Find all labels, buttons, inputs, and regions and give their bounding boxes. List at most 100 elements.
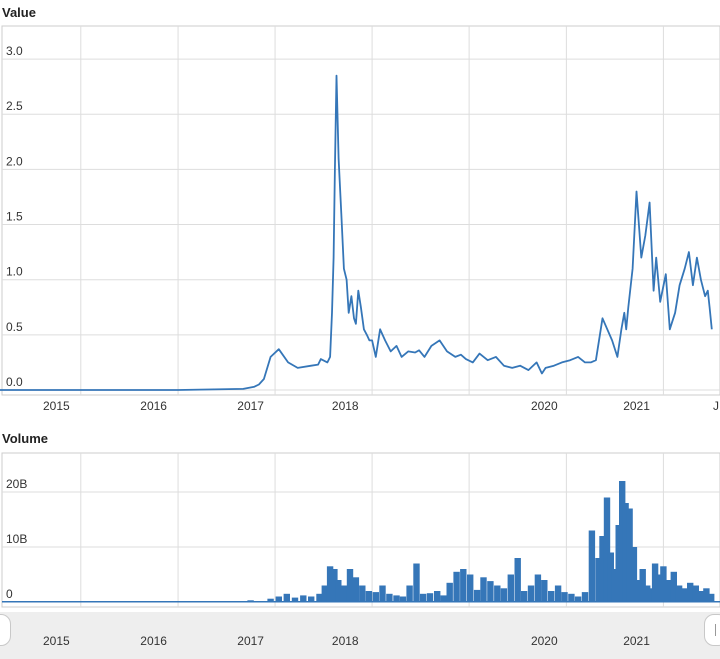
value-y-tick-label: 2.0 [6,154,23,168]
volume-bar [340,585,348,602]
volume-bar [291,597,299,602]
volume-bar [460,569,467,602]
volume-bar [406,585,413,602]
volume-bar [372,592,379,602]
volume-bar [500,588,508,603]
volume-bar [247,600,254,602]
value-y-tick-label: 1.5 [6,210,23,224]
value-y-tick-label: 1.0 [6,265,23,279]
volume-bar [326,566,334,603]
volume-panel-title: Volume [2,431,48,446]
volume-x-tick-label: 2015 [43,634,70,648]
volume-bar [440,595,447,602]
volume-bar [426,593,434,602]
volume-bar [681,588,688,603]
volume-x-tick-label: 2018 [332,634,359,648]
value-x-tick-label: 2015 [43,399,70,410]
volume-bar [467,574,474,602]
volume-x-tick-label: 2020 [531,634,558,648]
volume-bar [335,580,342,602]
volume-bar [346,569,354,602]
volume-x-tick-label: 2016 [140,634,167,648]
navigator-bar[interactable] [0,612,720,659]
volume-bar [541,580,548,602]
value-x-tick-label: 2017 [237,399,264,410]
volume-bar [487,581,494,602]
volume-bar [413,563,420,602]
volume-bar [275,596,282,602]
volume-bar [708,593,715,603]
value-x-tick-label: J [713,399,719,410]
volume-bar [379,585,386,602]
volume-bar [446,582,453,603]
volume-bar [655,574,663,602]
volume-bar [692,585,699,602]
volume-bar [599,536,606,602]
volume-x-tick-label: 2017 [237,634,264,648]
volume-bar [554,585,562,602]
navigator-left-handle[interactable] [0,614,11,646]
volume-bar [321,585,328,602]
volume-bar [574,596,582,602]
volume-bar [386,593,393,603]
volume-bar [675,585,683,602]
volume-bar [308,596,315,602]
value-series-line [0,74,713,391]
value-x-tick-label: 2020 [531,399,558,410]
volume-bar [603,497,611,602]
volume-bar [660,566,667,603]
volume-bar [352,577,360,603]
volume-bar [634,580,642,602]
volume-bar [622,503,629,602]
volume-y-tick-label: 20B [6,477,27,491]
volume-bar [647,588,655,603]
volume-plot-border [1,452,720,608]
volume-bar [611,569,619,602]
volume-bar [267,598,274,602]
volume-bar [619,481,626,602]
volume-bar [507,574,514,602]
volume-bar [581,592,589,602]
volume-y-tick-label: 10B [6,532,27,546]
value-plot-border [1,25,720,396]
value-x-tick-label: 2018 [332,399,359,410]
value-y-tick-label: 0.0 [6,375,23,389]
volume-bar [639,569,646,602]
volume-bar [359,585,366,602]
volume-bar [607,552,614,602]
volume-bar [644,585,651,602]
volume-bar [520,591,528,602]
volume-bar [399,596,407,602]
volume-bar [419,593,427,603]
volume-bar [548,591,555,602]
volume-bar [595,558,602,602]
value-x-tick-label: 2016 [140,399,167,410]
volume-bar [651,563,659,602]
volume-bar [283,593,290,603]
volume-bar [615,525,622,602]
volume-bar [473,589,481,602]
volume-bar [626,508,633,602]
value-y-tick-label: 0.5 [6,320,23,334]
volume-bar [670,571,677,603]
volume-bar [588,530,596,602]
value-y-tick-label: 2.5 [6,99,23,113]
value-y-tick-label: 3.0 [6,44,23,58]
value-x-tick-label: 2021 [623,399,650,410]
volume-bar [453,571,460,603]
volume-bar [434,591,441,602]
value-panel-title: Value [2,5,36,20]
navigator-right-handle[interactable] [704,614,720,646]
volume-bar [568,593,575,603]
volume-bar [365,591,373,602]
volume-bar [630,547,638,602]
value-chart: 0.0 0.5 1.0 1.5 2.0 2.5 3.0 2015 2016 2017 2018 202… [0,25,720,410]
volume-bar [331,569,338,602]
volume-bar [561,592,568,602]
volume-y-tick-label: 0 [6,587,13,601]
volume-bar [687,582,694,603]
volume-bar [494,585,501,602]
volume-chart: 0 10B 20B 2015 2016 2017 2018 2020 2021 [1,452,720,648]
volume-bar [527,585,535,602]
volume-x-tick-label: 2021 [623,634,650,648]
